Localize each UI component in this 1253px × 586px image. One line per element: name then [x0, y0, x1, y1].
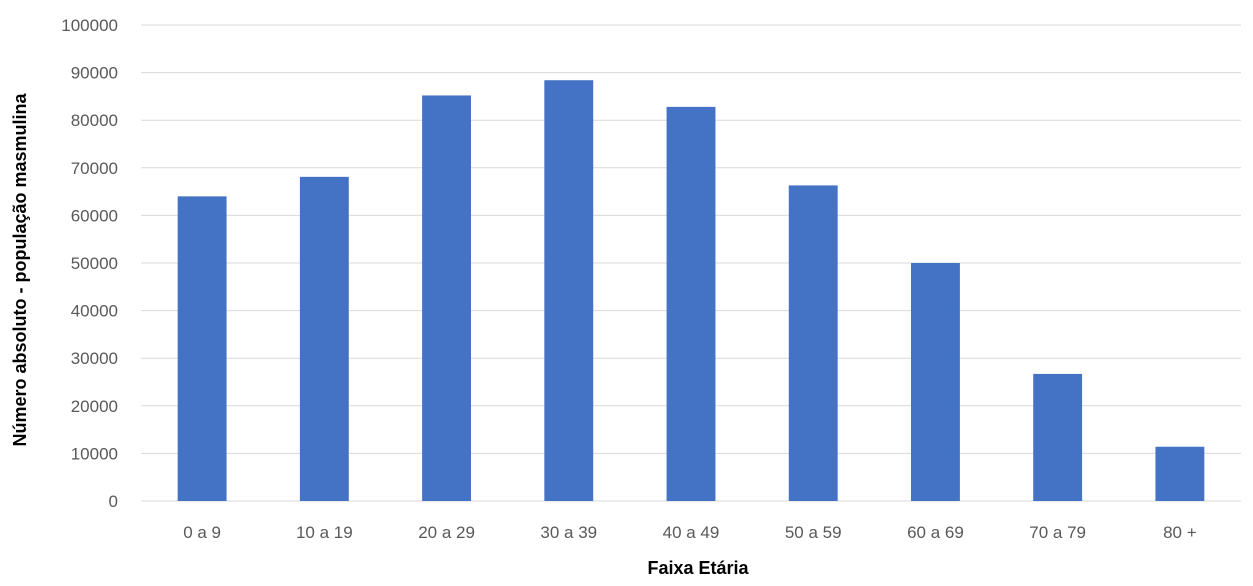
y-tick-label: 50000	[71, 254, 118, 273]
y-tick-label: 90000	[71, 64, 118, 83]
x-tick-label: 60 a 69	[907, 523, 964, 542]
x-tick-label: 0 a 9	[183, 523, 221, 542]
y-tick-label: 10000	[71, 444, 118, 463]
bar	[299, 176, 349, 501]
y-tick-label: 20000	[71, 397, 118, 416]
x-tick-label: 80 +	[1163, 523, 1197, 542]
bars	[177, 80, 1205, 502]
y-tick-label: 70000	[71, 159, 118, 178]
x-tick-label: 30 a 39	[540, 523, 597, 542]
bar	[422, 95, 471, 501]
bar	[911, 263, 960, 501]
bar	[1155, 446, 1205, 501]
bar	[788, 185, 838, 502]
y-tick-labels: 0 10000 20000 30000 40000 50000 60000 70000 8000…	[61, 16, 118, 511]
bar	[1033, 373, 1083, 501]
bar	[177, 196, 227, 502]
x-tick-label: 10 a 19	[296, 523, 353, 542]
bar	[544, 80, 594, 501]
x-tick-label: 20 a 29	[418, 523, 475, 542]
y-tick-label: 30000	[71, 349, 118, 368]
x-tick-label: 40 a 49	[663, 523, 720, 542]
y-tick-label: 100000	[61, 16, 118, 35]
y-axis-title: Número absoluto - população masmulina	[10, 92, 30, 446]
x-tick-label: 70 a 79	[1029, 523, 1086, 542]
bar	[666, 106, 716, 501]
x-axis-title: Faixa Etária	[647, 558, 749, 578]
y-tick-label: 0	[109, 492, 118, 511]
y-tick-label: 80000	[71, 111, 118, 130]
x-tick-labels: 0 a 9 10 a 19 20 a 29 30 a 39 40 a 49 50 a 59…	[183, 523, 1197, 542]
y-tick-label: 60000	[71, 206, 118, 225]
x-tick-label: 50 a 59	[785, 523, 842, 542]
y-tick-label: 40000	[71, 302, 118, 321]
